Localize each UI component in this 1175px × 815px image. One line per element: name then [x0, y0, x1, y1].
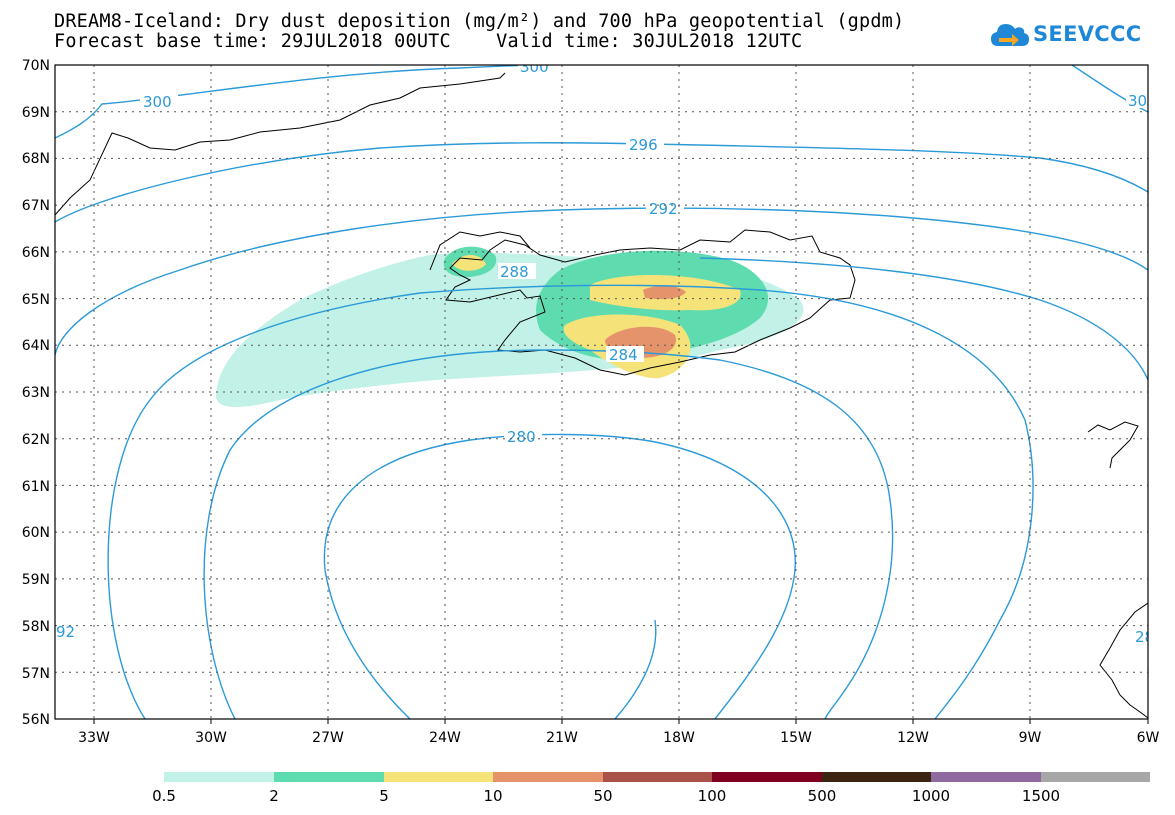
legend-tick-label: 1000 — [912, 787, 950, 805]
contour-label: 300 — [143, 93, 172, 111]
lat-label: 60N — [22, 525, 50, 541]
contour-292-ring — [699, 257, 1148, 381]
map-title-line-1: DREAM8-Iceland: Dry dust deposition (mg/… — [54, 11, 905, 32]
contour-label: 288 — [500, 263, 529, 281]
map-frame — [54, 64, 1149, 720]
dust-area-orange-north — [643, 285, 686, 300]
lon-label: 9W — [1019, 730, 1042, 746]
legend-tick-label: 50 — [593, 787, 612, 805]
lat-label: 62N — [22, 432, 50, 448]
contour-280-lower — [614, 619, 657, 719]
lat-label: 64N — [22, 338, 50, 354]
legend-tick-label: 1500 — [1022, 787, 1060, 805]
contour-label: 30 — [1128, 92, 1147, 110]
iceland-coastline — [445, 229, 856, 376]
lat-label: 67N — [22, 198, 50, 214]
legend-swatch — [384, 772, 493, 782]
legend-tick-label: 5 — [379, 787, 389, 805]
contour-280 — [323, 433, 796, 719]
contour-label: 300 — [520, 58, 549, 76]
contour-labels: 300 300 30 296 292 288 284 280 92 28 — [56, 58, 1154, 646]
legend-tick-label: 10 — [483, 787, 502, 805]
dust-area-yellow-west — [452, 255, 486, 271]
lat-label: 58N — [22, 619, 50, 635]
dust-deposition-shading — [215, 246, 804, 407]
lon-label: 33W — [78, 730, 110, 746]
scotland-coastline — [1099, 602, 1148, 719]
contour-label: 296 — [629, 136, 658, 154]
contour-label: 284 — [609, 346, 638, 364]
contour-label: 280 — [507, 428, 536, 446]
lat-label: 59N — [22, 572, 50, 588]
lat-label: 69N — [22, 105, 50, 121]
contour-300 — [55, 65, 554, 139]
legend-tick-label: 500 — [808, 787, 837, 805]
logo-text: SEEVCCC — [1033, 22, 1142, 46]
lon-label: 18W — [663, 730, 695, 746]
lon-label: 27W — [312, 730, 344, 746]
contour-label: 92 — [56, 623, 75, 641]
cloud-icon — [991, 24, 1029, 46]
faroe-islands-coastline — [1087, 421, 1139, 469]
legend-swatch — [603, 772, 712, 782]
contour-288 — [107, 284, 1034, 719]
contour-label: 28 — [1135, 628, 1154, 646]
legend-swatch — [712, 772, 822, 782]
graticule — [55, 65, 1148, 719]
contour-292 — [55, 207, 1148, 356]
lat-label: 66N — [22, 245, 50, 261]
latitude-labels: 70N 69N 68N 67N 66N 65N 64N 63N 62N 61N … — [22, 58, 50, 728]
legend-swatch — [274, 772, 384, 782]
lon-label: 30W — [195, 730, 227, 746]
iceland-westfjords — [429, 231, 531, 271]
lon-label: 21W — [546, 730, 578, 746]
contour-284 — [203, 349, 894, 719]
legend-tick-label: 0.5 — [152, 787, 176, 805]
lat-label: 63N — [22, 385, 50, 401]
legend-tick-label: 100 — [698, 787, 727, 805]
lat-label: 65N — [22, 292, 50, 308]
axis-ticks — [93, 719, 1149, 724]
lat-label: 68N — [22, 151, 50, 167]
legend-swatch — [164, 772, 274, 782]
longitude-labels: 33W 30W 27W 24W 21W 18W 15W 12W 9W 6W — [78, 730, 1159, 746]
lat-label: 57N — [22, 666, 50, 682]
greenland-coastline — [55, 72, 506, 216]
legend-swatch — [493, 772, 603, 782]
geopotential-contours — [55, 65, 1148, 719]
lon-label: 15W — [780, 730, 812, 746]
legend-swatch — [822, 772, 931, 782]
legend-swatch — [931, 772, 1041, 782]
lon-label: 6W — [1137, 730, 1160, 746]
color-legend: 0.5 2 5 10 50 100 500 1000 1500 — [152, 772, 1150, 805]
lat-label: 61N — [22, 479, 50, 495]
contour-label: 292 — [649, 200, 678, 218]
contour-296 — [55, 142, 1148, 223]
lon-label: 12W — [897, 730, 929, 746]
legend-tick-label: 2 — [269, 787, 279, 805]
map-title-line-2: Forecast base time: 29JUL2018 00UTC Vali… — [54, 31, 803, 52]
seevccc-logo: SEEVCCC — [990, 20, 1141, 48]
lat-label: 70N — [22, 58, 50, 74]
legend-swatch — [1041, 772, 1150, 782]
lat-label: 56N — [22, 712, 50, 728]
lon-label: 24W — [429, 730, 461, 746]
